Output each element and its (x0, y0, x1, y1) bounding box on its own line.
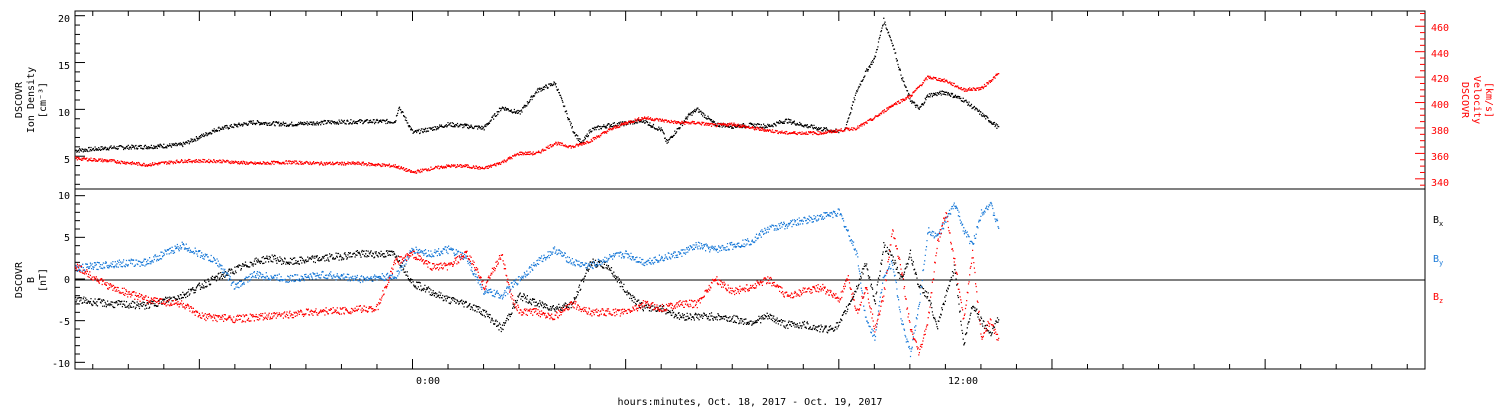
top-left-axis-title: DSCOVR Ion Density [cm⁻³] (14, 67, 49, 133)
ytick-label: -10 (52, 359, 70, 370)
top-left-tick-labels: 5 10 15 20 (58, 14, 70, 166)
ytick-label: 5 (64, 155, 70, 166)
legend-bz: Bz (1433, 292, 1443, 305)
top-right-ticks (1415, 13, 1425, 186)
axis-title-line: DSCOVR (14, 81, 25, 118)
ytick-label: 10 (58, 108, 70, 119)
ytick-label: -5 (58, 317, 70, 328)
legend: Bx By Bz (1433, 215, 1443, 305)
axis-title-line: Ion Density (26, 67, 37, 133)
bz-series-points (75, 211, 1000, 356)
ytick-label-right: 420 (1431, 74, 1449, 85)
bottom-left-axis-title: DSCOVR B [nT] (14, 261, 49, 298)
x-axis-title: hours:minutes, Oct. 18, 2017 - Oct. 19, … (618, 397, 883, 408)
axis-title-line: DSCOVR (1459, 82, 1470, 119)
bottom-left-tick-labels: -10 -5 0 5 10 (52, 191, 70, 370)
velocity-series (75, 72, 1000, 174)
ytick-label: 20 (58, 14, 70, 25)
velocity-series-points (75, 72, 1000, 174)
ytick-label: 15 (58, 61, 70, 72)
density-series-0-points (75, 81, 840, 153)
axis-title-line: [nT] (38, 268, 49, 292)
ytick-label-right: 440 (1431, 49, 1449, 60)
density-series-1-points (844, 17, 1000, 131)
ytick-label-right: 380 (1431, 126, 1449, 137)
axis-title-line: [cm⁻³] (38, 82, 49, 118)
ytick-label-right: 460 (1431, 23, 1449, 34)
xtick-label: 0:00 (416, 376, 440, 387)
ytick-label-right: 340 (1431, 178, 1449, 189)
series-layer (75, 17, 1000, 358)
legend-bx: Bx (1433, 215, 1443, 228)
ytick-label: 10 (58, 191, 70, 202)
axis-title-line: DSCOVR (14, 261, 25, 298)
xtick-label: 12:00 (948, 376, 978, 387)
bottom-panel-frame (74, 188, 1426, 370)
top-left-ticks (75, 15, 85, 185)
ytick-label: 0 (64, 275, 70, 286)
axis-title-line: [km/s] (1483, 82, 1494, 118)
bz-series (75, 211, 1000, 356)
ytick-label-right: 360 (1431, 152, 1449, 163)
top-right-tick-labels: 340 360 380 400 420 440 460 (1431, 23, 1449, 189)
axis-title-line: Velocity (1471, 76, 1482, 124)
bottom-left-ticks (75, 195, 85, 363)
legend-by: By (1433, 254, 1443, 267)
density-series-0 (75, 81, 840, 153)
bx-series-points (75, 241, 1000, 346)
bx-series (75, 241, 1000, 346)
x-ticks (92, 11, 1408, 369)
top-right-axis-title: DSCOVR Velocity [km/s] (1459, 76, 1494, 124)
axis-title-line: B (26, 277, 37, 283)
ytick-label: 5 (64, 233, 70, 244)
ytick-label-right: 400 (1431, 100, 1449, 111)
density-series-1 (844, 17, 1000, 131)
